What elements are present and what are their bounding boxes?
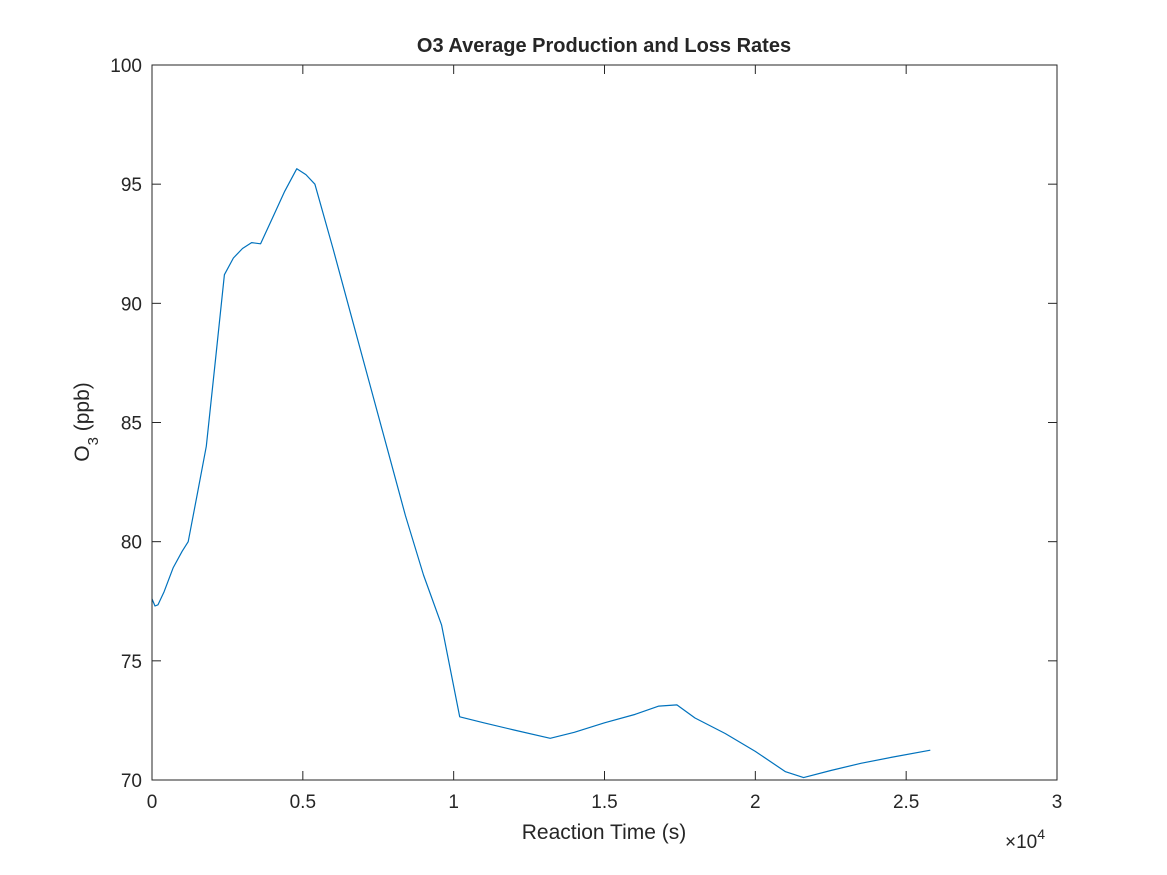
chart-title: O3 Average Production and Loss Rates (417, 35, 791, 57)
x-axis-exponent-base: ×10 (1005, 832, 1037, 853)
x-tick-label: 2.5 (893, 792, 919, 813)
y-axis-label: O3 (ppb) (71, 382, 102, 462)
x-tick-label: 0 (147, 792, 158, 813)
x-tick-label: 0.5 (290, 792, 316, 813)
y-axis-label-subscript: 3 (85, 437, 102, 445)
x-tick-label: 3 (1052, 792, 1063, 813)
y-tick-label: 70 (121, 771, 142, 792)
x-tick-label: 2 (750, 792, 761, 813)
y-tick-label: 90 (121, 294, 142, 315)
y-tick-label: 85 (121, 414, 142, 435)
y-tick-label: 75 (121, 652, 142, 673)
y-axis-label-rest: (ppb) (71, 382, 94, 437)
y-tick-label: 100 (110, 56, 142, 77)
x-tick-label: 1 (448, 792, 459, 813)
series-line (151, 168, 931, 779)
x-axis-exponent: ×104 (1005, 826, 1045, 853)
plot-area (152, 65, 1057, 780)
y-tick-label: 95 (121, 175, 142, 196)
y-tick-label: 80 (121, 533, 142, 554)
x-axis-label: Reaction Time (s) (522, 821, 687, 844)
y-axis-label-main: O (71, 445, 94, 461)
axes-box (151, 64, 1058, 781)
x-axis-exponent-power: 4 (1037, 826, 1045, 842)
x-tick-label: 1.5 (591, 792, 617, 813)
